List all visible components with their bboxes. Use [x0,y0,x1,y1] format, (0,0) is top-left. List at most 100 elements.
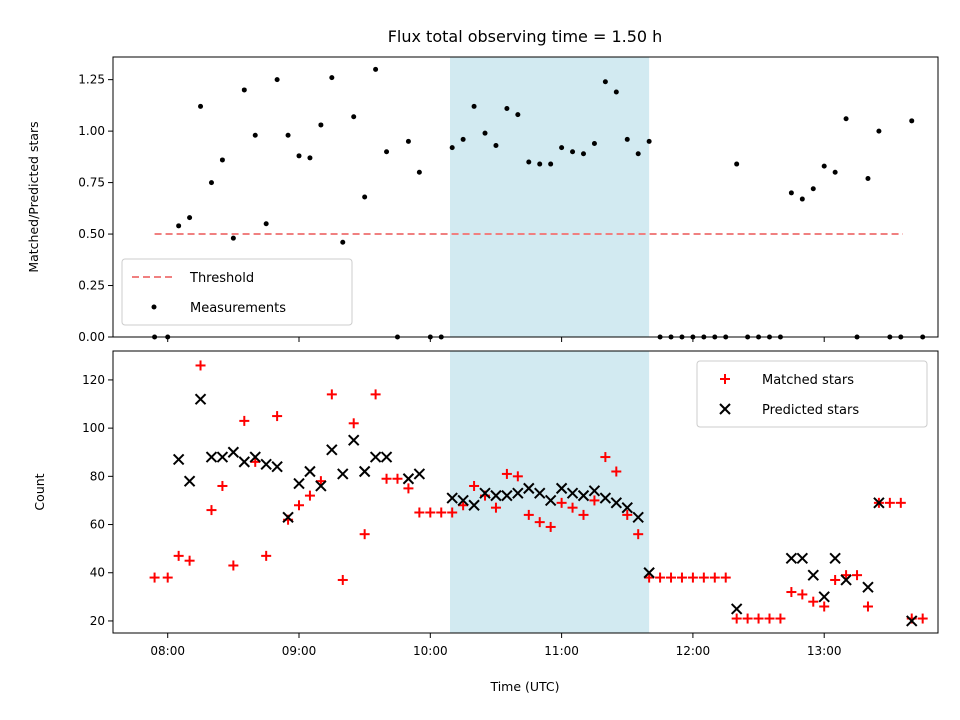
legend-matched-label: Matched stars [762,373,854,388]
matched-star-point [545,521,556,532]
measurement-point [252,132,258,138]
measurement-point [208,180,214,186]
matched-star-point [687,572,698,583]
predicted-star-point [555,482,568,495]
measurement-point [493,143,499,149]
predicted-star-point [249,451,261,463]
measurement-point [427,334,433,340]
top-y-axis-label: Matched/Predicted stars [26,121,41,272]
predicted-star-point [194,393,207,405]
top-chart-title: Flux total observing time = 1.50 h [388,27,663,46]
matched-star-point [272,411,283,422]
measurement-point [482,130,488,136]
measurement-point [449,145,455,151]
measurement-point [734,161,740,167]
matched-star-point [304,490,315,501]
matched-star-point [469,480,480,491]
measurement-point [690,334,696,340]
matched-star-point [589,495,600,506]
y-tick-label: 60 [90,518,105,532]
highlight-span [450,57,650,337]
measurement-point [679,334,685,340]
matched-star-point [666,572,677,583]
top-panel: 0.00 0.25 0.50 0.75 1.00 1.25 Flux total obse… [26,27,939,344]
predicted-star-point [490,489,502,502]
matched-star-point [917,613,928,624]
matched-star-point [294,500,305,511]
measurement-point [340,239,346,245]
predicted-star-point [577,489,590,502]
matched-star-point [698,572,709,583]
matched-star-point [392,473,403,484]
y-tick-label: 0.00 [78,330,105,344]
matched-star-point [490,502,501,513]
measurement-point [788,190,794,196]
matched-star-point [512,471,523,482]
measurement-point [548,161,554,167]
predicted-star-point [315,480,327,492]
bottom-x-axis-label: Time (UTC) [489,679,559,694]
measurement-point [723,334,729,340]
measurement-point [198,103,204,109]
measurement-point [635,151,641,157]
measurement-point [646,138,652,144]
measurement-point [152,334,158,340]
matched-star-point [261,550,272,561]
matched-star-point [425,507,436,518]
measurement-point [537,161,543,167]
highlight-span [450,351,650,633]
predicted-star-point [183,475,196,487]
predicted-star-point [216,451,229,463]
legend-predicted-marker [719,403,731,415]
predicted-star-point [588,485,601,497]
matched-star-point [184,555,195,566]
y-tick-label: 1.00 [78,124,105,138]
predicted-star-point [566,487,579,499]
matched-star-point [414,507,425,518]
predicted-star-point [348,434,360,446]
measurement-point [329,75,335,81]
matched-star-point [359,529,370,540]
y-tick-label: 0.75 [78,176,105,190]
predicted-star-point [544,494,557,507]
predicted-star-point [599,492,612,504]
predicted-star-point [479,487,491,499]
matched-star-point [173,550,184,561]
matched-star-point [403,483,414,494]
predicted-star-point [621,501,633,514]
matched-star-point [819,601,830,612]
top-legend: Threshold Measurements [121,258,353,326]
predicted-star-point [523,482,535,495]
matched-star-point [149,572,160,583]
predicted-star-point [785,552,798,564]
matched-star-point [830,574,841,585]
measurement-point [187,215,193,221]
matched-star-point [709,572,720,583]
measurement-point [274,77,280,83]
matched-star-point [633,529,644,540]
matched-star-point [501,468,512,479]
measurement-point [230,235,236,241]
measurement-point [515,112,521,118]
bottom-plot-frame [112,350,939,634]
measurement-point [351,114,357,120]
y-tick-label: 120 [82,373,105,387]
measurement-point [559,145,565,151]
measurement-point [405,138,411,144]
measurement-point [307,155,313,161]
matched-star-point [786,587,797,598]
measurement-point [373,66,379,72]
y-tick-label: 40 [90,566,105,580]
predicted-star-point [610,497,623,509]
measurement-point [219,157,225,163]
matched-star-point [556,497,567,508]
measurement-point [591,140,597,146]
predicted-star-point [906,615,918,627]
predicted-star-point [260,458,272,470]
matched-star-point [337,574,348,585]
matched-star-point [720,572,731,583]
predicted-star-point [205,451,218,463]
measurement-point [624,136,630,142]
matched-star-point [676,572,687,583]
matched-star-point [841,570,852,581]
